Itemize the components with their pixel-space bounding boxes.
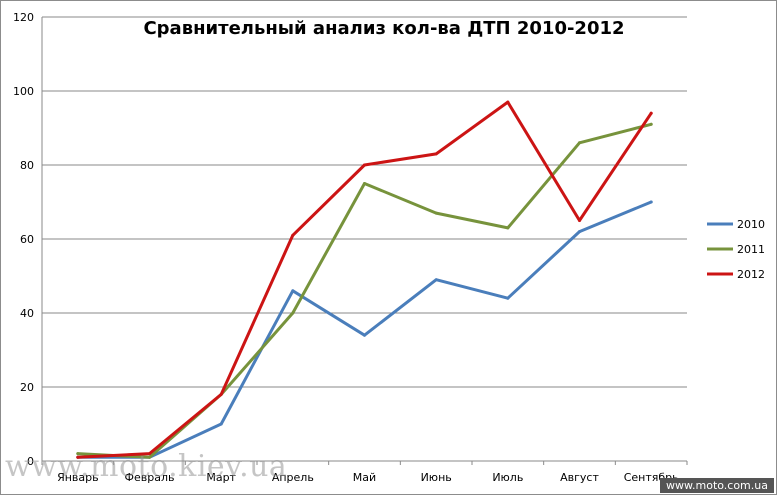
legend-label-2011: 2011 bbox=[737, 243, 765, 256]
data-point-2012 bbox=[649, 111, 653, 115]
y-tick-label: 20 bbox=[20, 381, 34, 394]
data-point-2011 bbox=[291, 311, 295, 315]
x-tick-label: Январь bbox=[57, 471, 99, 484]
y-tick-label: 60 bbox=[20, 233, 34, 246]
x-tick-label: Июль bbox=[492, 471, 523, 484]
data-point-2011 bbox=[578, 141, 581, 145]
data-point-2011 bbox=[363, 182, 366, 185]
series-line-2010 bbox=[76, 200, 653, 459]
data-point-2012 bbox=[76, 455, 80, 459]
y-tick-label: 80 bbox=[20, 159, 34, 172]
data-point-2012 bbox=[291, 233, 295, 237]
data-point-2011 bbox=[148, 455, 151, 459]
data-point-2011 bbox=[506, 226, 510, 230]
data-point-2010 bbox=[649, 200, 653, 204]
data-point-2012 bbox=[363, 163, 366, 167]
data-point-2012 bbox=[578, 219, 581, 222]
data-point-2010 bbox=[434, 278, 438, 282]
data-point-2010 bbox=[363, 333, 366, 337]
data-point-2011 bbox=[649, 122, 653, 126]
series-line-2012 bbox=[76, 100, 653, 459]
data-point-2010 bbox=[291, 289, 295, 293]
y-tick-label: 0 bbox=[27, 455, 34, 468]
data-point-2011 bbox=[434, 211, 438, 215]
x-tick-label: Май bbox=[353, 471, 376, 484]
chart-title: Сравнительный анализ кол-ва ДТП 2010-201… bbox=[143, 18, 624, 39]
y-tick-label: 40 bbox=[20, 307, 34, 320]
x-tick-label: Апрель bbox=[272, 471, 314, 484]
x-tick-label: Июнь bbox=[421, 471, 452, 484]
x-tick-label: Март bbox=[206, 471, 236, 484]
legend-label-2010: 2010 bbox=[737, 218, 765, 231]
x-tick-label: Февраль bbox=[125, 471, 175, 484]
watermark-left: www.moto.kiev.ua bbox=[5, 449, 288, 484]
data-point-2011 bbox=[76, 452, 80, 456]
data-point-2010 bbox=[219, 422, 223, 426]
legend-label-2012: 2012 bbox=[737, 268, 765, 281]
data-point-2012 bbox=[434, 152, 438, 156]
data-point-2010 bbox=[578, 230, 581, 234]
data-point-2012 bbox=[506, 100, 510, 104]
data-point-2010 bbox=[506, 296, 510, 300]
series-line-2011 bbox=[76, 122, 653, 459]
y-tick-label: 100 bbox=[13, 85, 34, 98]
data-point-2012 bbox=[219, 392, 223, 396]
watermark-right: www.moto.com.ua bbox=[660, 478, 774, 493]
x-tick-label: Август bbox=[560, 471, 599, 484]
data-point-2012 bbox=[148, 452, 151, 456]
y-tick-label: 120 bbox=[13, 11, 34, 24]
